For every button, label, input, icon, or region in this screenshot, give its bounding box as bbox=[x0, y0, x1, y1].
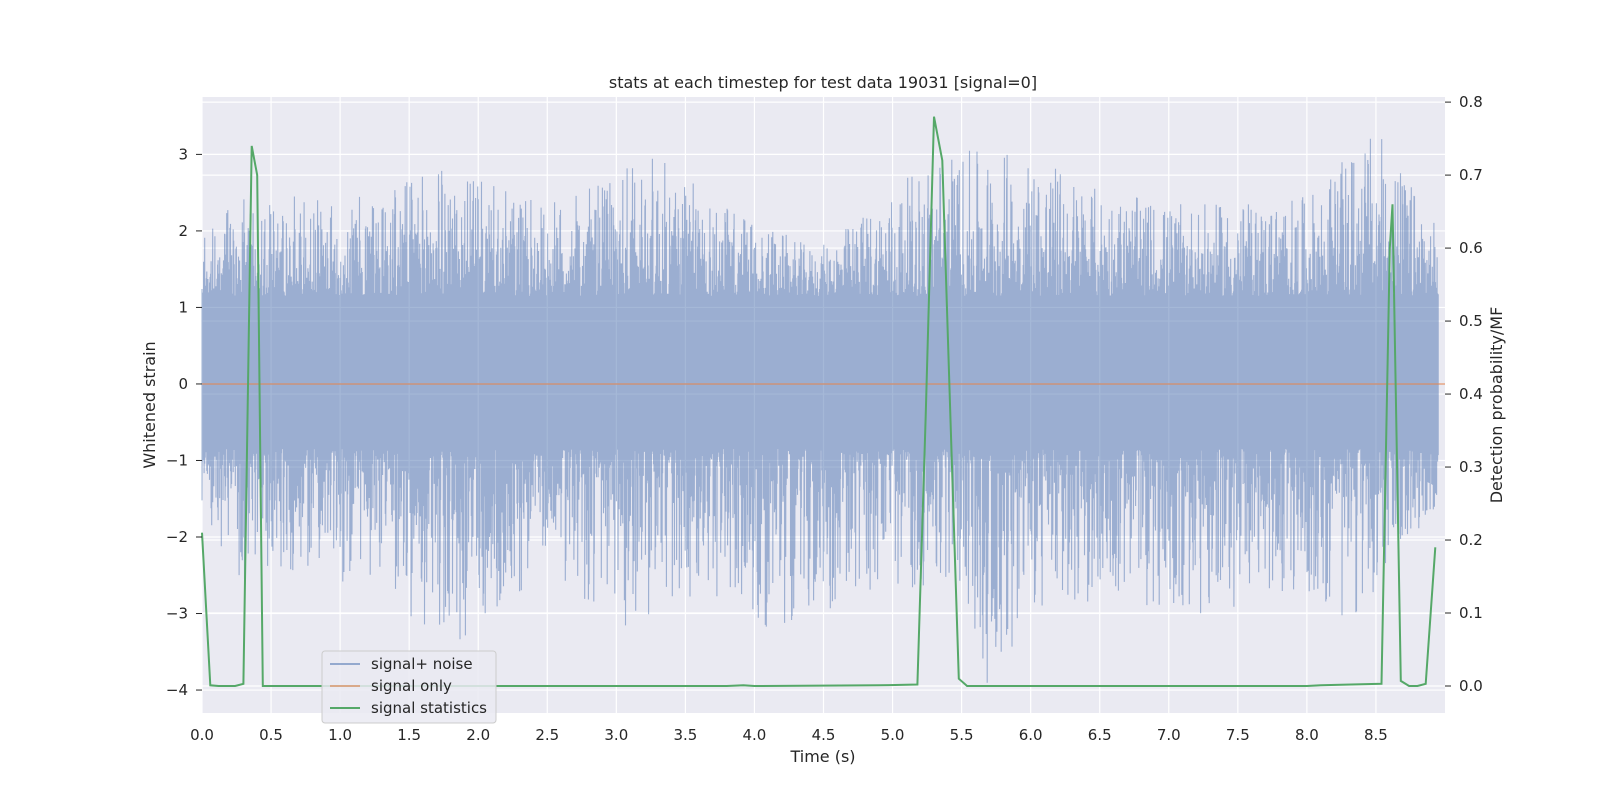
x-tick-label-13: 6.5 bbox=[1088, 726, 1112, 744]
x-tick-label-12: 6.0 bbox=[1019, 726, 1043, 744]
chart-title: stats at each timestep for test data 190… bbox=[609, 73, 1037, 92]
y-tick-label-1: −3 bbox=[166, 605, 188, 623]
legend-box bbox=[321, 650, 497, 724]
y2-tick-label-1: 0.1 bbox=[1459, 604, 1483, 622]
x-tick-label-7: 3.5 bbox=[673, 726, 697, 744]
y-tick-label-0: −4 bbox=[166, 681, 188, 699]
x-tick-label-15: 7.5 bbox=[1226, 726, 1250, 744]
x-tick-label-2: 1.0 bbox=[328, 726, 352, 744]
x-tick-label-0: 0.0 bbox=[190, 726, 214, 744]
x-tick-label-4: 2.0 bbox=[466, 726, 490, 744]
y-tick-label-7: 3 bbox=[178, 145, 188, 163]
legend-label-signal-statistics: signal statistics bbox=[371, 699, 487, 717]
axes-layer: 0.0 0.5 1.0 1.5 2.0 2.5 3.0 3.5 4.0 4.5 5.0 5.5 6.0 6… bbox=[166, 93, 1483, 744]
y2-axis-label: Detection probability/MF bbox=[1487, 307, 1506, 504]
y2-tick-label-7: 0.7 bbox=[1459, 166, 1483, 184]
x-tick-label-17: 8.5 bbox=[1364, 726, 1388, 744]
series-layer bbox=[201, 116, 1445, 688]
x-tick-label-14: 7.0 bbox=[1157, 726, 1181, 744]
y-axis-label: Whitened strain bbox=[140, 341, 159, 468]
y2-tick-label-0: 0.0 bbox=[1459, 677, 1483, 695]
legend-label-signal-only: signal only bbox=[371, 677, 452, 695]
y2-tick-label-3: 0.3 bbox=[1459, 458, 1483, 476]
y-tick-label-2: −2 bbox=[166, 528, 188, 546]
x-tick-label-11: 5.5 bbox=[950, 726, 974, 744]
y2-tick-label-2: 0.2 bbox=[1459, 531, 1483, 549]
y2-tick-label-4: 0.4 bbox=[1459, 385, 1483, 403]
y-tick-label-4: 0 bbox=[178, 375, 188, 393]
x-tick-label-1: 0.5 bbox=[259, 726, 283, 744]
y2-tick-label-6: 0.6 bbox=[1459, 239, 1483, 257]
x-tick-label-8: 4.0 bbox=[743, 726, 767, 744]
y-tick-label-3: −1 bbox=[166, 451, 188, 469]
x-tick-label-16: 8.0 bbox=[1295, 726, 1319, 744]
x-tick-label-9: 4.5 bbox=[812, 726, 836, 744]
y-tick-label-5: 1 bbox=[178, 298, 188, 316]
y-tick-label-6: 2 bbox=[178, 222, 188, 240]
legend: signal+ noise signal only signal statist… bbox=[321, 650, 497, 724]
x-tick-label-6: 3.0 bbox=[604, 726, 628, 744]
y2-tick-label-5: 0.5 bbox=[1459, 312, 1483, 330]
legend-label-signal-noise: signal+ noise bbox=[371, 655, 473, 673]
x-tick-label-5: 2.5 bbox=[535, 726, 559, 744]
series-signal-statistics bbox=[201, 116, 1437, 688]
x-tick-label-10: 5.0 bbox=[881, 726, 905, 744]
x-tick-label-3: 1.5 bbox=[397, 726, 421, 744]
x-axis-label: Time (s) bbox=[789, 747, 855, 766]
y2-tick-label-8: 0.8 bbox=[1459, 93, 1483, 111]
series-signal-noise bbox=[201, 138, 1439, 683]
